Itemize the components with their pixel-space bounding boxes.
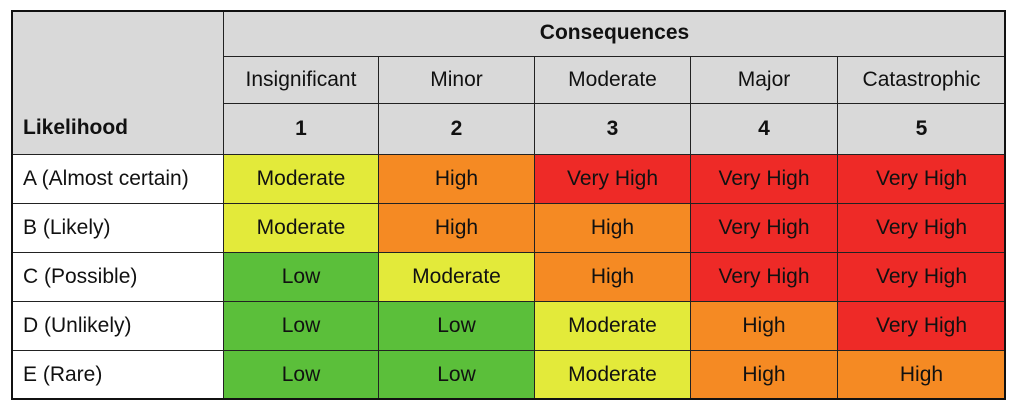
risk-cell: Low [224,351,379,400]
risk-cell: Moderate [535,302,691,351]
risk-cell: Very High [838,302,1006,351]
risk-cell: Moderate [224,204,379,253]
row-label: B (Likely) [11,204,224,253]
row-label: E (Rare) [11,351,224,400]
risk-cell: High [535,253,691,302]
column-header-name: Major [691,57,838,104]
likelihood-header: Likelihood [23,116,128,139]
risk-cell: Very High [535,155,691,204]
risk-cell: Very High [838,253,1006,302]
risk-cell: Very High [691,155,838,204]
column-header-number: 3 [535,104,691,155]
risk-cell: Moderate [224,155,379,204]
column-header-name: Insignificant [224,57,379,104]
likelihood-header-cell: Likelihood [11,10,224,155]
risk-cell: Very High [838,204,1006,253]
risk-cell: Low [224,302,379,351]
risk-cell: Moderate [535,351,691,400]
consequences-header: Consequences [224,10,1006,57]
risk-cell: Very High [691,204,838,253]
risk-cell: Moderate [379,253,535,302]
risk-cell: High [379,204,535,253]
row-label: C (Possible) [11,253,224,302]
column-header-number: 4 [691,104,838,155]
column-header-number: 2 [379,104,535,155]
column-header-name: Moderate [535,57,691,104]
risk-cell: Very High [691,253,838,302]
risk-cell: Very High [838,155,1006,204]
risk-cell: Low [379,351,535,400]
risk-cell: High [691,302,838,351]
risk-cell: Low [379,302,535,351]
column-header-name: Catastrophic [838,57,1006,104]
risk-cell: High [838,351,1006,400]
column-header-number: 1 [224,104,379,155]
column-header-number: 5 [838,104,1006,155]
risk-cell: High [691,351,838,400]
risk-cell: Low [224,253,379,302]
risk-cell: High [535,204,691,253]
row-label: A (Almost certain) [11,155,224,204]
row-label: D (Unlikely) [11,302,224,351]
column-header-name: Minor [379,57,535,104]
risk-cell: High [379,155,535,204]
